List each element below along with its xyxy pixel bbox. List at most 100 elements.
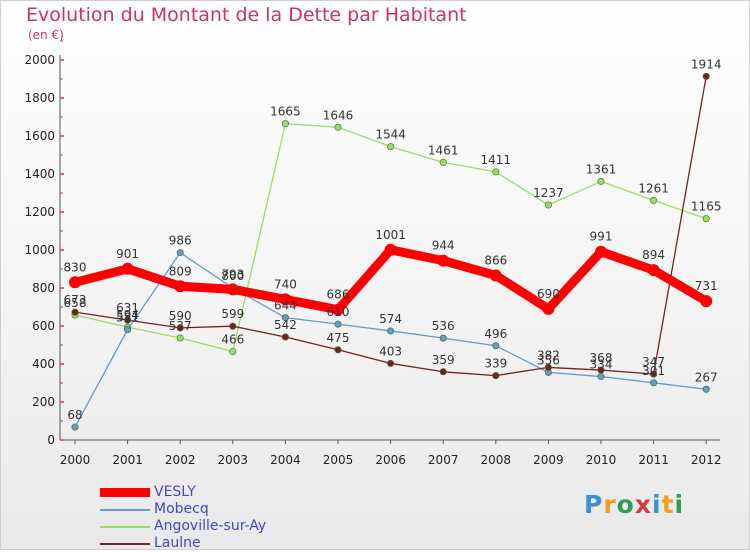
data-label-vesly: 809 xyxy=(169,264,192,278)
data-label-vesly: 793 xyxy=(221,267,244,281)
data-label-mobecq: 581 xyxy=(116,311,139,325)
data-point-angoville-sur-ay xyxy=(597,177,605,185)
legend-label: Mobecq xyxy=(154,501,209,517)
data-point-angoville-sur-ay xyxy=(229,347,237,355)
x-tick-label: 2003 xyxy=(218,453,249,467)
data-point-angoville-sur-ay xyxy=(702,215,710,223)
data-point-laulne xyxy=(650,370,658,378)
data-point-vesly xyxy=(384,243,397,256)
data-label-laulne: 475 xyxy=(327,331,350,345)
data-point-vesly xyxy=(226,283,239,296)
data-point-laulne xyxy=(544,363,552,371)
x-tick-label: 2002 xyxy=(165,453,196,467)
data-label-angoville-sur-ay: 1411 xyxy=(481,153,512,167)
data-point-laulne xyxy=(334,346,342,354)
x-tick-label: 2006 xyxy=(375,453,406,467)
x-tick-label: 2011 xyxy=(638,453,669,467)
data-label-laulne: 673 xyxy=(64,293,87,307)
y-tick-label: 0 xyxy=(47,433,55,447)
data-point-angoville-sur-ay xyxy=(334,123,342,131)
data-label-mobecq: 610 xyxy=(327,305,350,319)
data-label-mobecq: 356 xyxy=(537,353,560,367)
data-label-vesly: 731 xyxy=(695,279,718,293)
legend-swatch xyxy=(100,526,150,528)
series-line-vesly xyxy=(73,245,709,315)
legend-label: Laulne xyxy=(154,535,201,551)
data-point-laulne xyxy=(702,72,710,80)
data-point-angoville-sur-ay xyxy=(439,158,447,166)
data-point-vesly xyxy=(332,303,344,316)
data-label-mobecq: 800 xyxy=(221,269,244,283)
legend-label: Angoville-sur-Ay xyxy=(154,518,267,534)
data-label-laulne: 359 xyxy=(432,353,455,367)
data-point-mobecq xyxy=(650,379,658,387)
x-tick-label: 2004 xyxy=(270,453,301,467)
data-point-angoville-sur-ay xyxy=(387,143,395,151)
data-point-laulne xyxy=(387,359,395,367)
data-point-mobecq xyxy=(334,320,342,328)
series-line-angoville-sur-ay xyxy=(232,123,707,352)
data-label-vesly: 894 xyxy=(642,248,665,262)
data-point-angoville-sur-ay xyxy=(492,168,500,176)
data-label-angoville-sur-ay: 658 xyxy=(64,296,87,310)
x-tick-label: 2010 xyxy=(586,453,617,467)
logo-letter: r xyxy=(603,490,617,519)
data-label-vesly: 944 xyxy=(432,239,455,253)
data-point-mobecq xyxy=(702,385,710,393)
legend-item-angoville-sur-ay: Angoville-sur-Ay xyxy=(100,518,360,535)
data-label-vesly: 690 xyxy=(537,287,560,301)
data-label-mobecq: 644 xyxy=(274,299,297,313)
data-point-vesly xyxy=(700,295,713,308)
data-label-vesly: 830 xyxy=(64,260,87,274)
series-line-angoville-sur-ay xyxy=(74,314,233,353)
data-label-vesly: 901 xyxy=(116,247,139,261)
data-label-vesly: 1001 xyxy=(375,228,406,242)
data-point-mobecq xyxy=(176,249,184,257)
data-point-vesly xyxy=(69,276,81,289)
chart-title: Evolution du Montant de la Dette par Hab… xyxy=(26,4,467,26)
data-label-vesly: 740 xyxy=(274,277,297,291)
x-tick-label: 2007 xyxy=(428,453,459,467)
data-point-angoville-sur-ay xyxy=(176,334,184,342)
y-tick-label: 1800 xyxy=(24,91,55,105)
data-point-laulne xyxy=(229,322,237,330)
x-tick-label: 2008 xyxy=(481,453,512,467)
y-tick-label: 600 xyxy=(32,319,55,333)
data-label-mobecq: 334 xyxy=(590,358,613,372)
chart-legend: VESLY Mobecq Angoville-sur-Ay Laulne xyxy=(100,484,360,552)
data-label-laulne: 631 xyxy=(116,301,139,315)
data-point-laulne xyxy=(439,368,447,376)
data-point-angoville-sur-ay xyxy=(650,196,658,204)
legend-swatch xyxy=(100,543,150,545)
data-label-angoville-sur-ay: 1361 xyxy=(586,162,617,176)
data-point-laulne xyxy=(176,324,184,332)
x-tick-label: 2000 xyxy=(60,453,91,467)
data-label-laulne: 403 xyxy=(379,344,402,358)
y-tick-label: 1600 xyxy=(24,129,55,143)
data-label-laulne: 339 xyxy=(484,357,507,371)
data-point-vesly xyxy=(437,254,450,267)
data-label-laulne: 368 xyxy=(590,351,613,365)
y-tick-label: 1200 xyxy=(24,205,55,219)
y-tick-label: 2000 xyxy=(24,53,55,67)
chart-subtitle: (en €) xyxy=(28,28,64,42)
x-tick-label: 2012 xyxy=(691,453,722,467)
data-point-angoville-sur-ay xyxy=(281,120,289,128)
x-tick-label: 2009 xyxy=(533,453,564,467)
data-label-angoville-sur-ay: 1165 xyxy=(691,200,722,214)
data-label-laulne: 590 xyxy=(169,309,192,323)
y-tick-label: 400 xyxy=(32,357,55,371)
data-point-angoville-sur-ay xyxy=(544,201,552,209)
data-point-mobecq xyxy=(71,423,79,431)
data-label-angoville-sur-ay: 1261 xyxy=(638,181,669,195)
data-label-angoville-sur-ay: 1461 xyxy=(428,143,459,157)
data-point-mobecq xyxy=(281,314,289,322)
data-point-laulne xyxy=(597,366,605,374)
logo-letter: x xyxy=(634,490,652,519)
data-point-mobecq xyxy=(439,334,447,342)
data-point-mobecq xyxy=(492,342,500,350)
data-point-vesly xyxy=(647,264,660,277)
y-tick-label: 1400 xyxy=(24,167,55,181)
data-point-laulne xyxy=(124,316,132,324)
